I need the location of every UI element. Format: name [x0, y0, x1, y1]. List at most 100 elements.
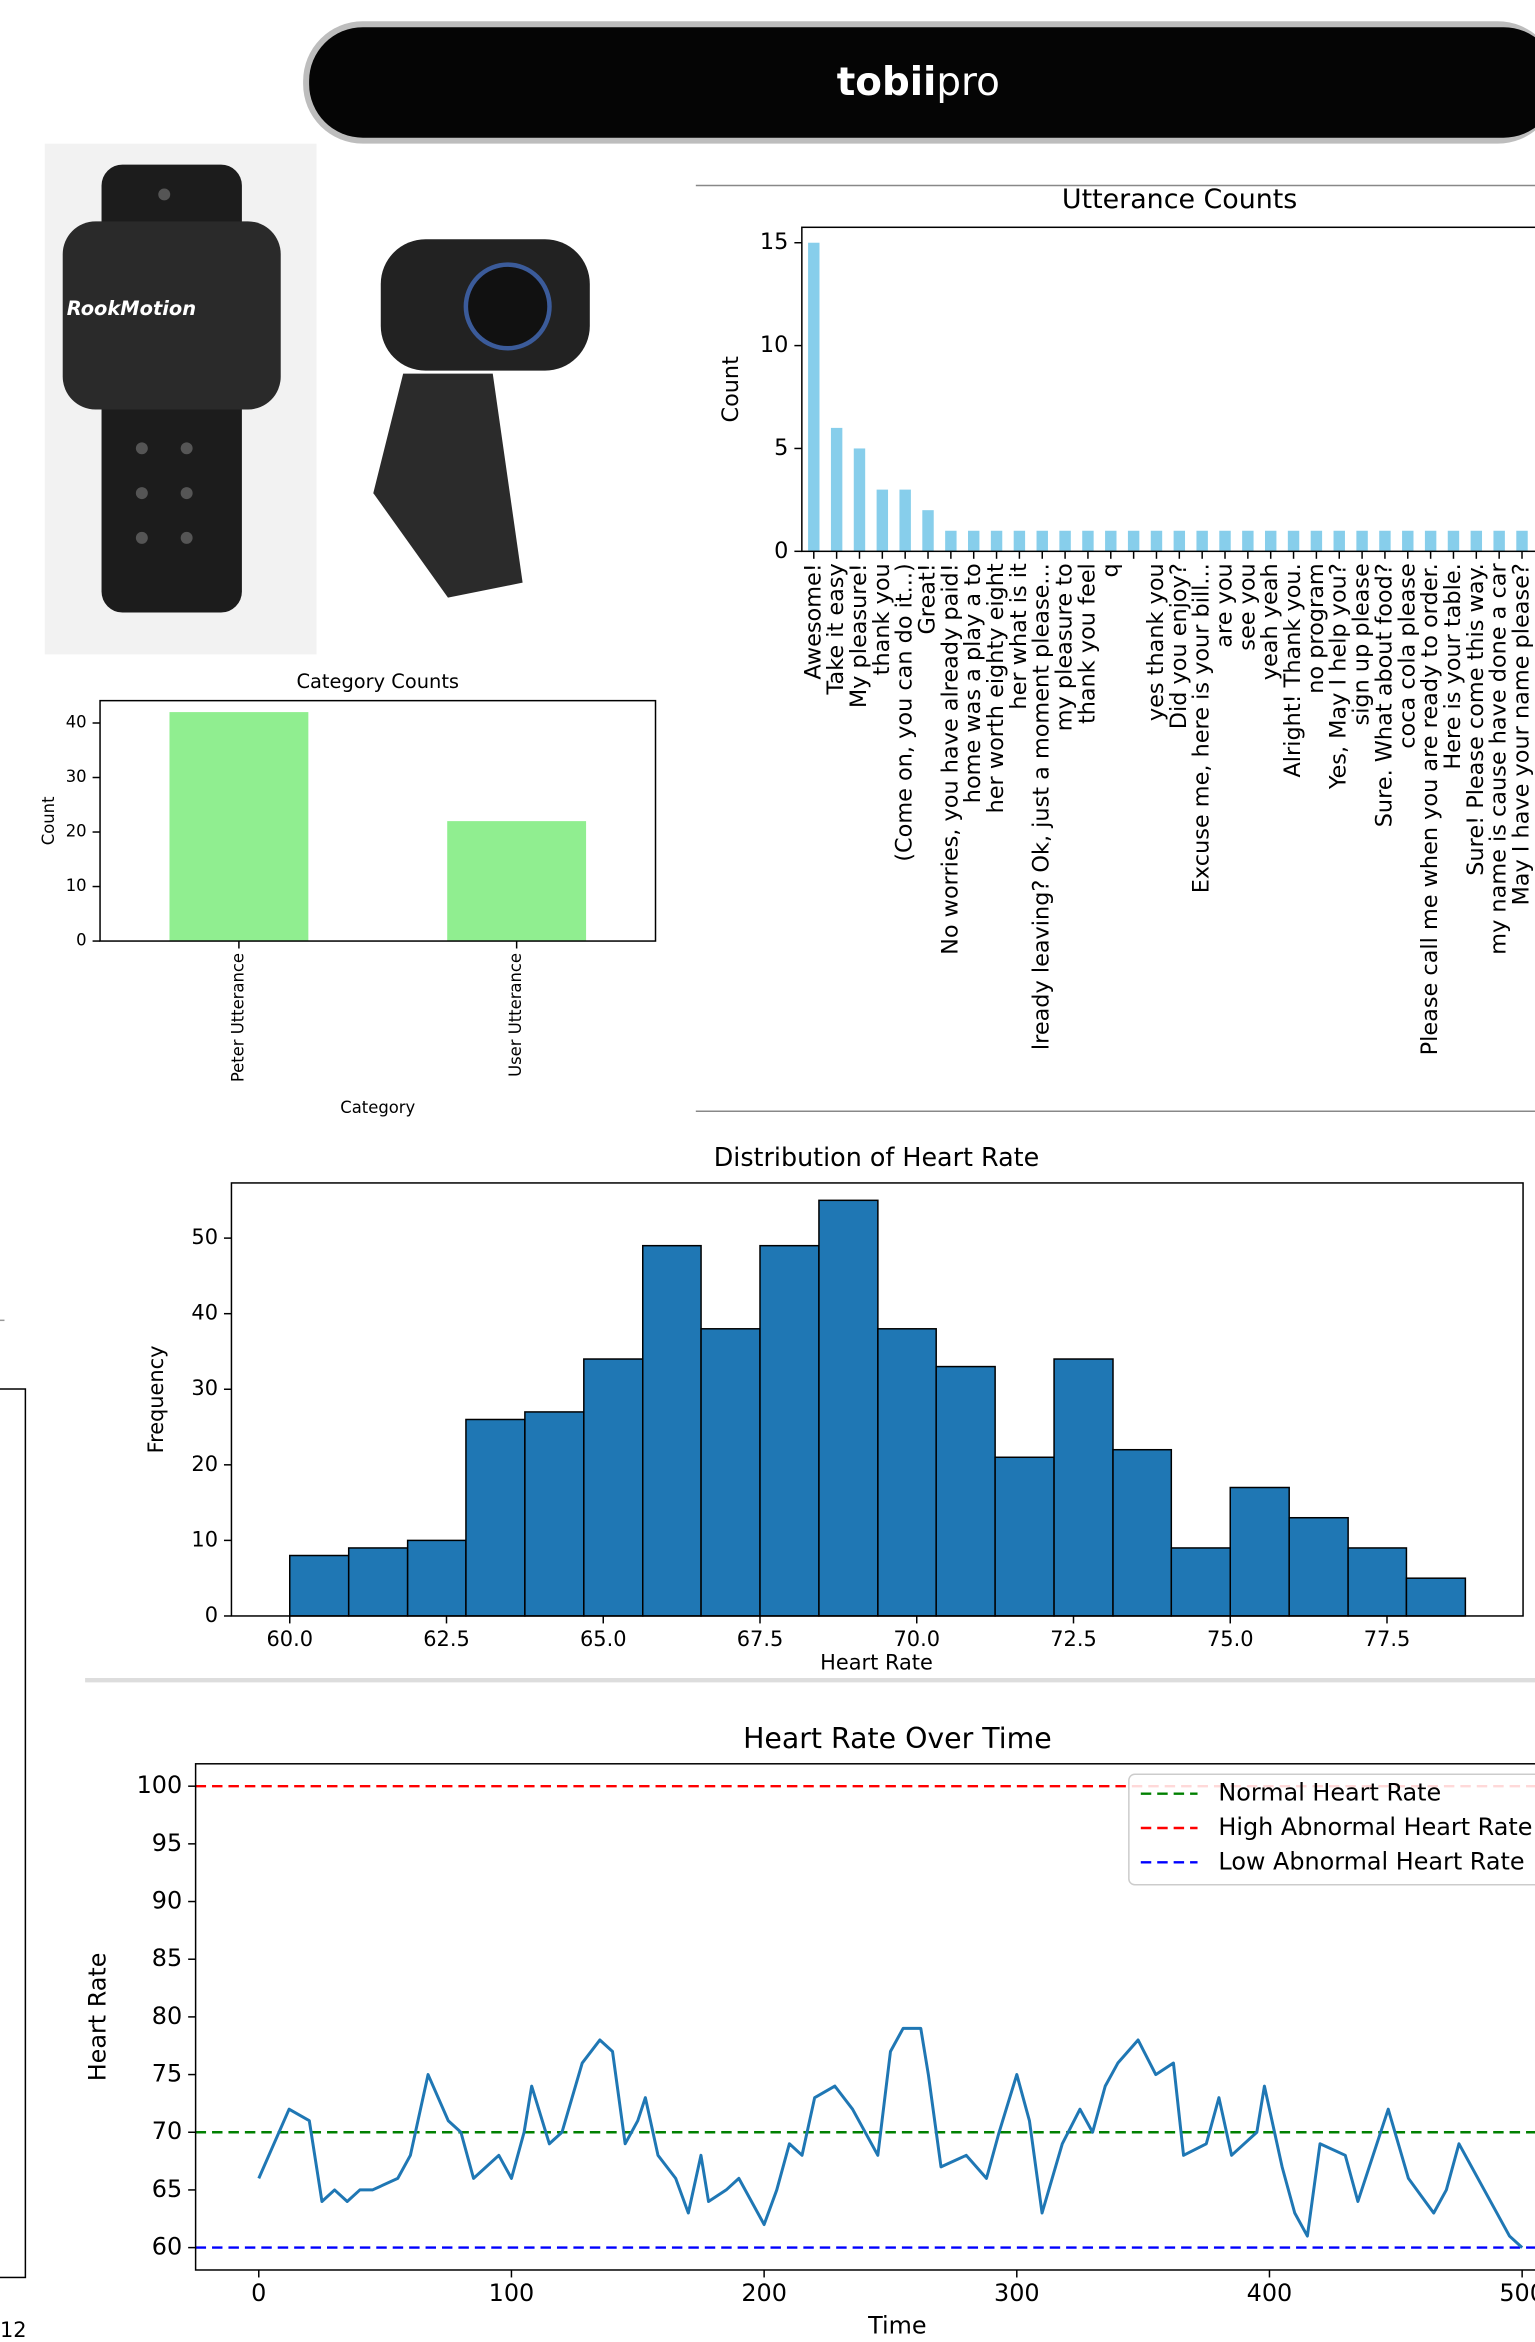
chart-title: Distribution of Heart Rate [714, 1142, 1040, 1172]
y-axis-label: Count [39, 796, 58, 845]
x-tick-label: 72.5 [1050, 1627, 1097, 1651]
bar [1471, 531, 1482, 552]
histogram-bar [819, 1200, 878, 1616]
legend-label: Normal Heart Rate [1218, 1779, 1441, 1807]
y-tick-label: 20 [66, 822, 87, 841]
bar [1014, 531, 1025, 552]
y-tick-label: 90 [152, 1887, 182, 1915]
bar [1151, 531, 1162, 552]
bar [447, 821, 586, 941]
histogram-bar [349, 1548, 408, 1616]
x-axis-label: Category [340, 1098, 415, 1117]
y-tick-label: 0 [774, 538, 788, 564]
chart-title: Utterance Counts [1062, 184, 1297, 215]
x-axis-label: Heart Rate [820, 1651, 933, 1675]
y-tick-label: 50 [191, 1225, 218, 1249]
bar [922, 510, 933, 551]
y-tick-label: 70 [152, 2117, 182, 2145]
bar [831, 428, 842, 551]
bar [1105, 531, 1116, 552]
legend-label: High Abnormal Heart Rate [1218, 1813, 1532, 1841]
y-tick-label: 10 [66, 876, 87, 895]
x-tick-label: 200 [741, 2279, 787, 2307]
y-tick-label: 85 [152, 1944, 182, 1972]
y-tick-label: 60 [152, 2233, 182, 2261]
bar [1379, 531, 1390, 552]
y-tick-label: 40 [191, 1301, 218, 1325]
legend-label: Low Abnormal Heart Rate [1218, 1847, 1524, 1875]
logo-bold: tobii [837, 59, 937, 104]
y-tick-label: 40 [66, 712, 87, 731]
histogram-bar [408, 1540, 466, 1616]
logo-light: pro [936, 59, 1000, 104]
y-tick-label: 75 [152, 2060, 182, 2088]
x-tick-label: 300 [994, 2279, 1040, 2307]
y-tick-label: 0 [76, 931, 86, 950]
histogram-bar [878, 1329, 936, 1616]
bar [1425, 531, 1436, 552]
page: tobiipro RookMotion 12 Utterance Counts C… [0, 0, 1535, 2342]
x-tick-label: 0 [251, 2279, 266, 2307]
bar [1219, 531, 1230, 552]
y-tick-label: 10 [760, 332, 788, 358]
bar [991, 531, 1002, 552]
bar [1196, 531, 1207, 552]
histogram-bar [525, 1412, 584, 1616]
y-tick-label: 10 [191, 1527, 218, 1551]
bar [877, 490, 888, 552]
bar [1128, 531, 1139, 552]
bar [1288, 531, 1299, 552]
x-tick-label: 62.5 [423, 1627, 470, 1651]
histogram-bar [1348, 1548, 1406, 1616]
bar [854, 448, 865, 551]
histogram-bar [1171, 1548, 1230, 1616]
logo: tobiipro [837, 59, 1000, 104]
bar [945, 531, 956, 552]
x-tick-label: 60.0 [266, 1627, 313, 1651]
y-tick-label: 95 [152, 1829, 182, 1857]
x-axis-label: Time [867, 2312, 926, 2340]
histogram-bar [936, 1367, 995, 1616]
x-tick-label: May I have your name please? [1509, 563, 1535, 905]
bar [1037, 531, 1048, 552]
histogram-bar [1230, 1487, 1289, 1615]
side-label: 12 [0, 2318, 27, 2342]
y-tick-label: 100 [137, 1771, 183, 1799]
x-tick-label: 65.0 [580, 1627, 627, 1651]
x-tick-label: User Utterance [506, 953, 525, 1077]
bar [1356, 531, 1367, 552]
bar [1242, 531, 1253, 552]
bar [899, 490, 910, 552]
x-tick-label: q [1097, 563, 1123, 577]
bar [1334, 531, 1345, 552]
bar [1448, 531, 1459, 552]
bar [1059, 531, 1070, 552]
x-tick-label: 100 [489, 2279, 535, 2307]
x-tick-label: Peter Utterance [228, 953, 247, 1082]
histogram-bar [995, 1457, 1054, 1616]
bar [1082, 531, 1093, 552]
x-tick-label: 77.5 [1364, 1627, 1411, 1651]
histogram-bar [643, 1246, 701, 1616]
bar [1402, 531, 1413, 552]
bar [968, 531, 979, 552]
histogram-bar [466, 1419, 525, 1615]
histogram-bar [1054, 1359, 1113, 1616]
x-tick-label: 500 [1499, 2279, 1535, 2307]
histogram-bar [760, 1246, 819, 1616]
bar [1493, 531, 1504, 552]
screen: tobiipro RookMotion 12 Utterance Counts C… [0, 0, 1535, 2342]
histogram-bar [1406, 1578, 1465, 1616]
x-tick-label: 400 [1247, 2279, 1293, 2307]
bar [169, 712, 308, 941]
histogram-bar [1289, 1518, 1348, 1616]
webcam-lens [466, 265, 550, 349]
y-tick-label: 0 [205, 1603, 218, 1627]
bar [1265, 531, 1276, 552]
histogram-bar [290, 1556, 349, 1616]
y-axis-label: Heart Rate [84, 1952, 112, 2081]
chart-title: Heart Rate Over Time [743, 1722, 1052, 1755]
device-label: RookMotion [67, 297, 196, 320]
x-tick-label: thank you feel [1074, 563, 1100, 724]
y-axis-label: Count [718, 356, 744, 423]
